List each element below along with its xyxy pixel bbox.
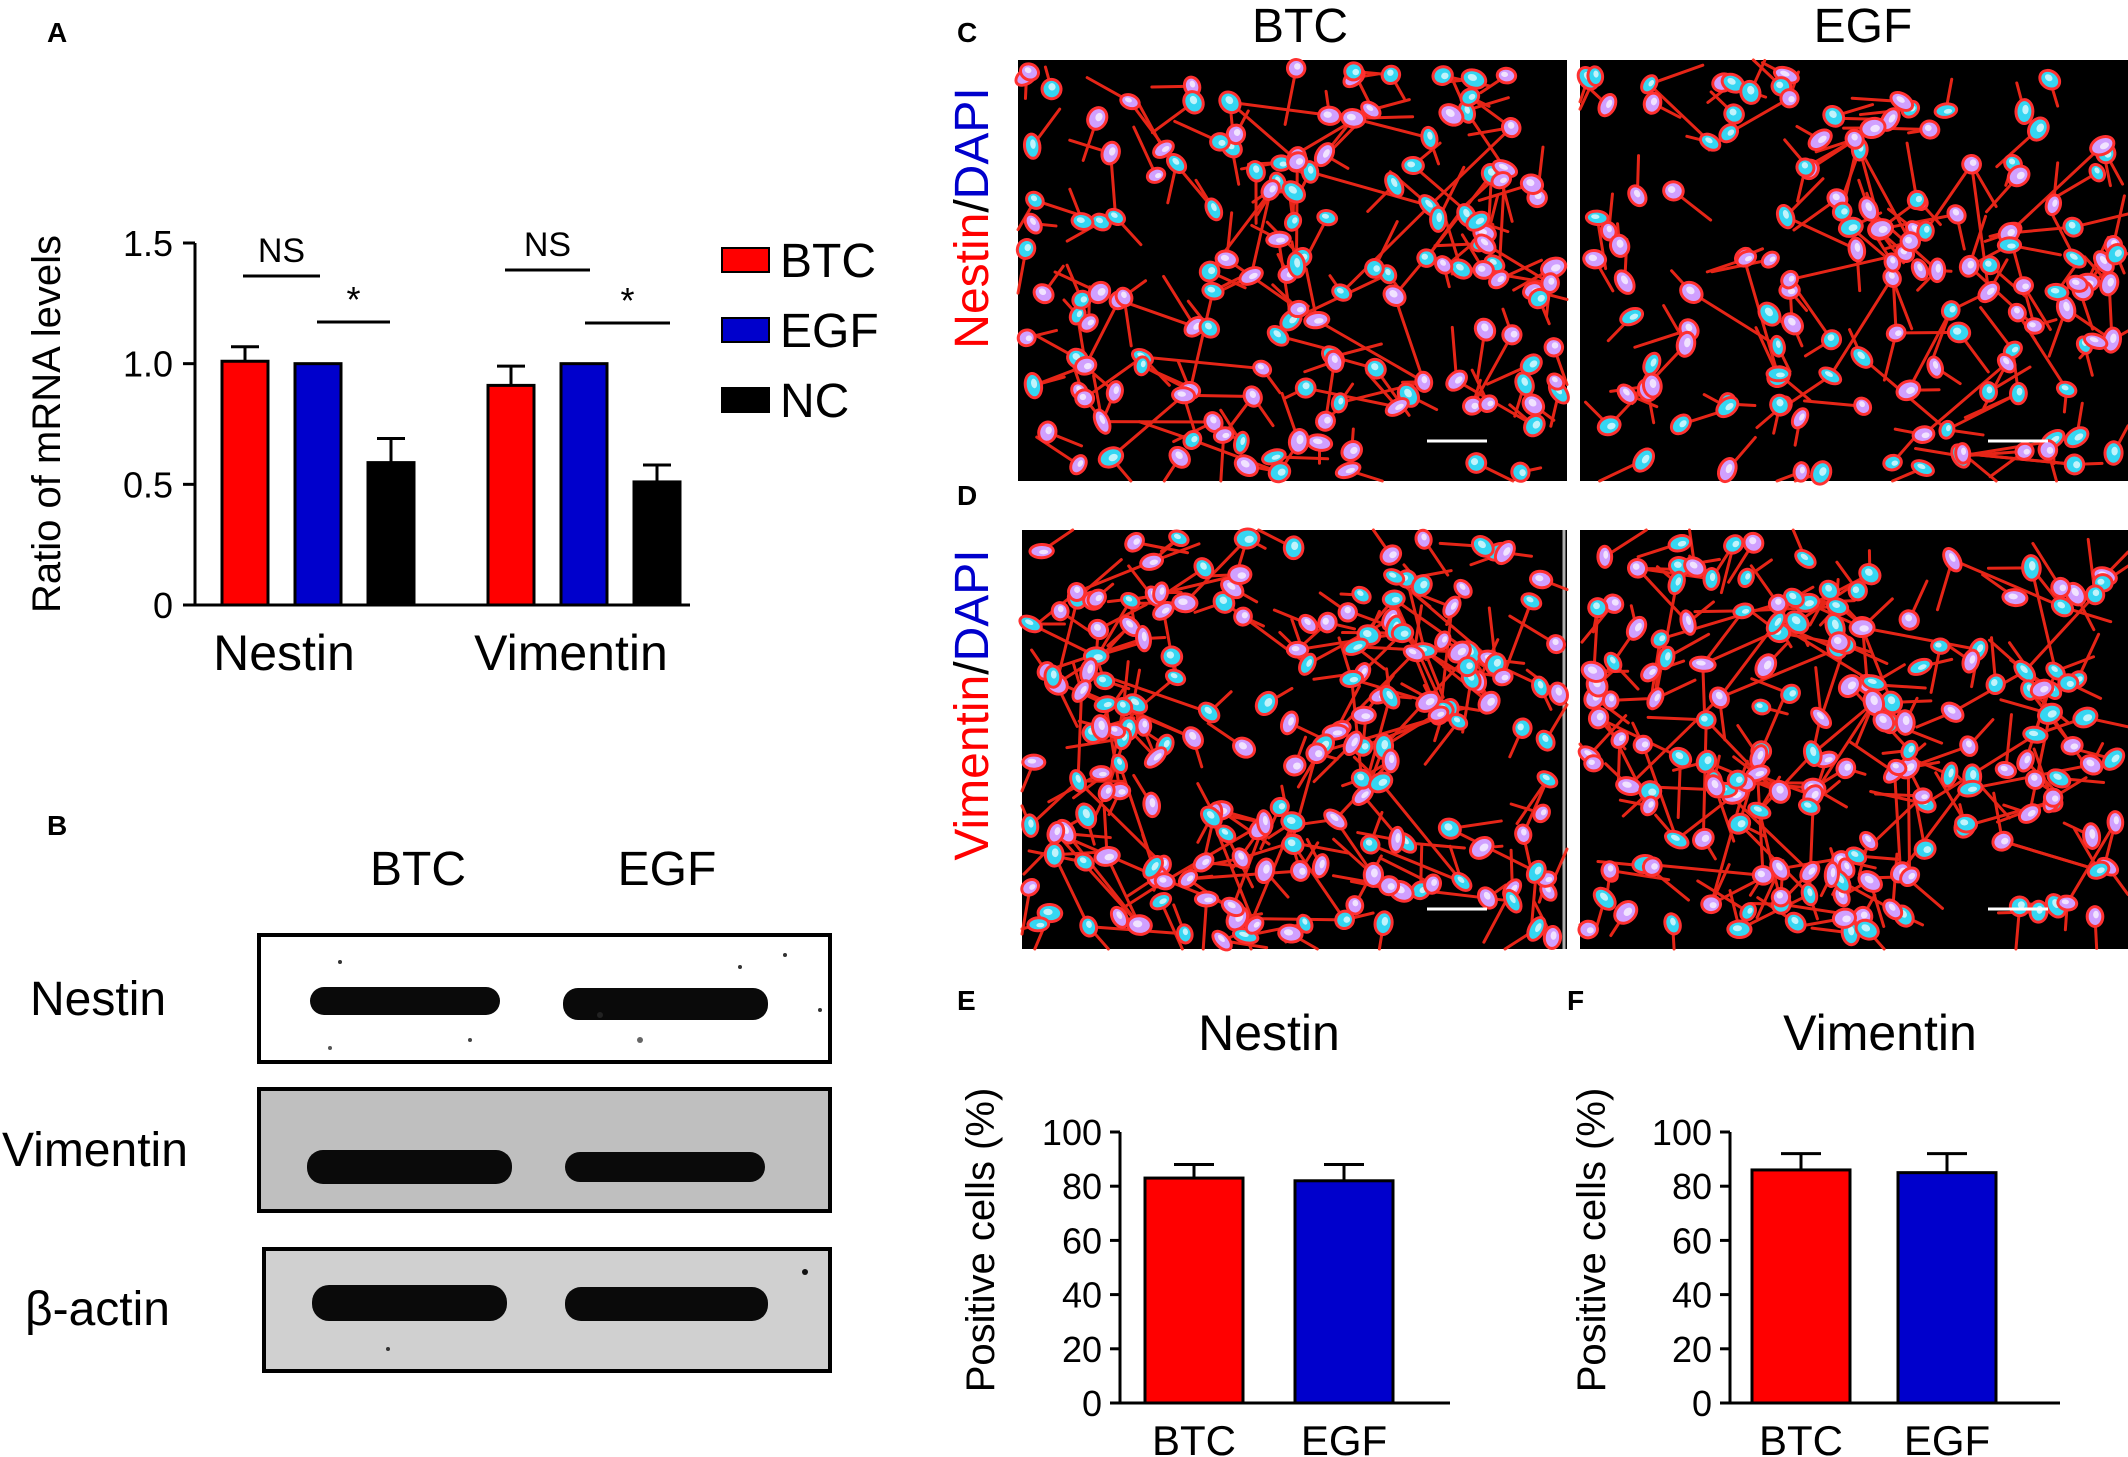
bar-btc (1750, 1168, 1852, 1405)
bar-btc (1143, 1176, 1245, 1405)
blot-label-beta-actin: β-actin (25, 1283, 170, 1336)
micrograph-c-btc (1014, 58, 1570, 484)
chart-title-e: Nestin (1198, 1005, 1340, 1061)
y-tick-label: 0 (1692, 1383, 1712, 1424)
legend-label-nc: NC (780, 375, 849, 428)
panel-label-c: C (957, 17, 977, 48)
x-tick-label-egf: EGF (1904, 1417, 1990, 1457)
legend-swatch-egf (721, 317, 770, 343)
y-tick-label: 40 (1672, 1275, 1712, 1316)
nuclei (1577, 531, 2126, 947)
chart-f: 0 20 40 60 80 100 BTC EGF (1652, 1112, 2060, 1457)
micrograph-c-egf (1576, 58, 2128, 486)
x-tick-label-egf: EGF (1301, 1417, 1387, 1457)
x-category-nestin: Nestin (213, 625, 355, 681)
panel-label-a: A (47, 17, 67, 48)
blot-vimentin (257, 1087, 832, 1213)
lane-label-btc: BTC (370, 843, 466, 896)
panel-label-b: B (47, 810, 67, 841)
y-tick-label: 100 (1042, 1112, 1102, 1153)
x-category-vimentin: Vimentin (474, 625, 668, 681)
y-tick-label: 40 (1062, 1275, 1102, 1316)
bar-btc-vimentin (486, 383, 536, 607)
blot-label-nestin: Nestin (30, 973, 166, 1026)
legend: BTC EGF NC (721, 235, 879, 428)
bar-egf-nestin (293, 362, 343, 607)
nuclei (1014, 58, 1570, 484)
column-header-btc: BTC (1252, 0, 1348, 53)
y-tick-label: 0 (1082, 1383, 1102, 1424)
y-tick-label: 100 (1652, 1112, 1712, 1153)
y-axis-label: Ratio of mRNA levels (25, 235, 69, 613)
chart-a: 0 0.5 1.0 1.5 NS * NS * Ratio of mRNA levels N… (25, 223, 879, 681)
bar-egf (1896, 1171, 1998, 1405)
blot-nestin (257, 933, 832, 1064)
bar-nc-nestin (366, 461, 416, 607)
panel-label-f: F (1567, 985, 1584, 1016)
y-axis-label-e: Positive cells (%) (959, 1088, 1003, 1393)
micrograph-d-egf (1577, 528, 2128, 951)
y-tick-label: 80 (1672, 1166, 1712, 1207)
y-tick-label: 20 (1062, 1329, 1102, 1370)
significance-label: NS (258, 232, 305, 270)
micrograph-d-btc (1018, 527, 1569, 952)
lane-label-egf: EGF (618, 843, 717, 896)
y-tick-label: 1.5 (123, 223, 173, 264)
svg-text:Vimentin/DAPI: Vimentin/DAPI (946, 549, 999, 860)
chart-e: 0 20 40 60 80 100 BTC EGF (1042, 1112, 1450, 1457)
legend-swatch-btc (721, 247, 770, 273)
svg-text:Nestin/DAPI: Nestin/DAPI (946, 87, 999, 348)
significance-label: NS (524, 226, 571, 264)
y-tick-label: 60 (1672, 1220, 1712, 1261)
bar-egf-vimentin (559, 362, 609, 607)
nuclei (1018, 527, 1569, 952)
panel-label-e: E (957, 985, 976, 1016)
row-label-vimentin-dapi: Vimentin/DAPI (946, 549, 999, 860)
bar-egf (1293, 1179, 1395, 1405)
y-tick-label: 60 (1062, 1220, 1102, 1261)
blot-beta-actin (262, 1247, 832, 1373)
y-tick-label: 80 (1062, 1166, 1102, 1207)
y-tick-label: 0.5 (123, 464, 173, 505)
x-tick-label-btc: BTC (1759, 1417, 1843, 1457)
chart-title-f: Vimentin (1783, 1005, 1977, 1061)
y-axis-label-f: Positive cells (%) (1570, 1088, 1614, 1393)
significance-label: * (620, 280, 634, 321)
blot-label-vimentin: Vimentin (2, 1124, 188, 1177)
row-label-nestin-dapi: Nestin/DAPI (946, 87, 999, 348)
bar-btc-nestin (220, 359, 270, 607)
nuclei (1576, 65, 2128, 486)
column-header-egf: EGF (1814, 0, 1913, 53)
legend-swatch-nc (721, 387, 770, 413)
x-tick-label-btc: BTC (1152, 1417, 1236, 1457)
panel-label-d: D (957, 480, 977, 511)
y-tick-label: 0 (153, 585, 173, 626)
y-tick-label: 1.0 (123, 344, 173, 385)
legend-label-egf: EGF (780, 305, 879, 358)
bar-nc-vimentin (632, 480, 682, 607)
legend-label-btc: BTC (780, 235, 876, 288)
y-tick-label: 20 (1672, 1329, 1712, 1370)
significance-label: * (346, 279, 360, 320)
